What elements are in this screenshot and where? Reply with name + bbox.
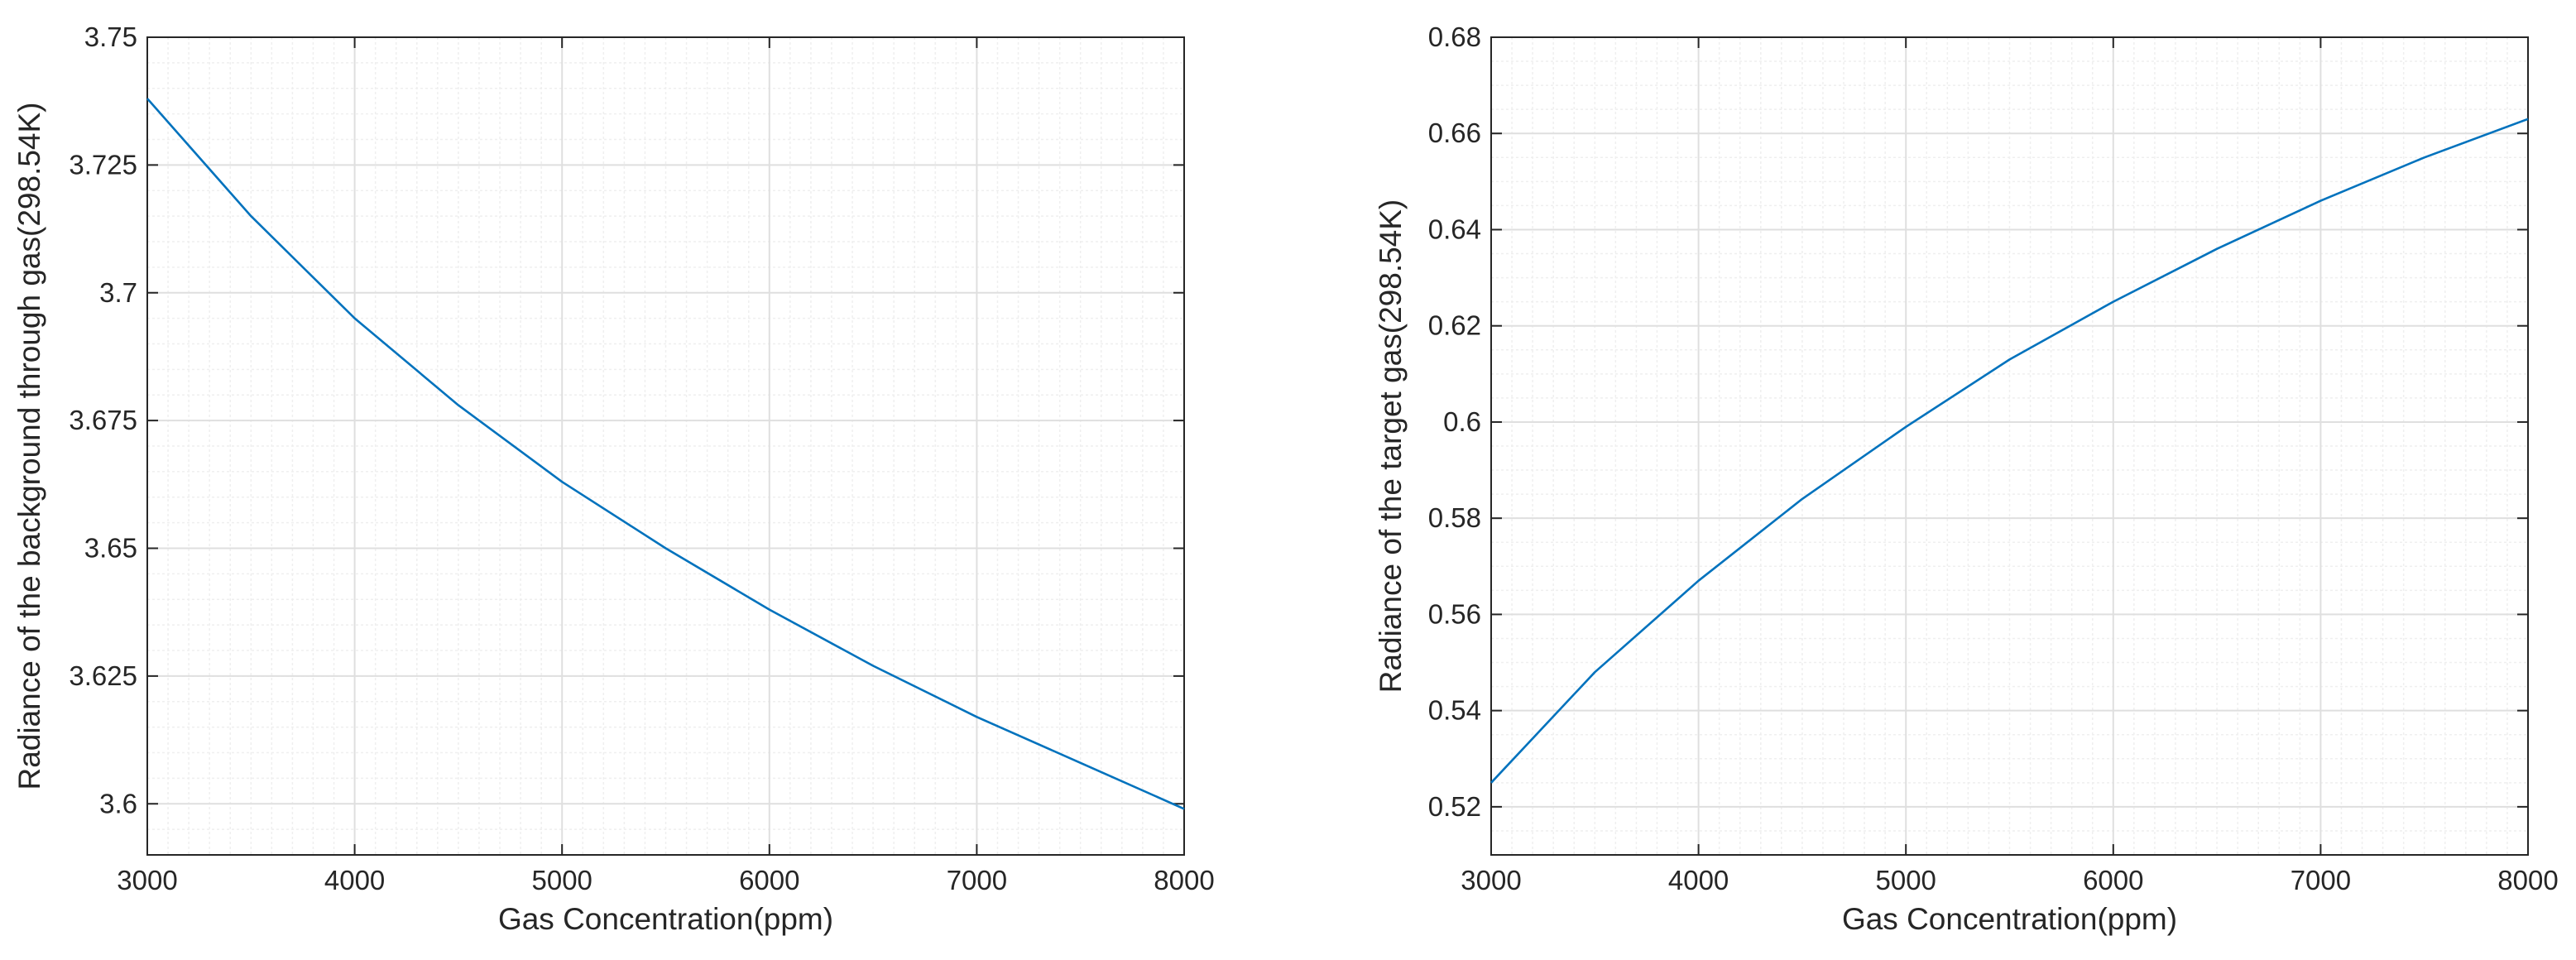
x-axis-label: Gas Concentration(ppm) xyxy=(498,902,833,936)
y-axis-label: Radiance of the background through gas(2… xyxy=(12,102,46,790)
x-tick-label: 4000 xyxy=(1668,865,1729,895)
y-tick-label: 3.725 xyxy=(69,149,137,180)
x-tick-label: 5000 xyxy=(1875,865,1936,895)
x-tick-label: 7000 xyxy=(947,865,1007,895)
y-tick-label: 0.6 xyxy=(1443,406,1481,437)
y-tick-label: 3.625 xyxy=(69,660,137,691)
tick-marks xyxy=(146,36,1185,855)
x-tick-label: 3000 xyxy=(1461,865,1521,895)
x-tick-label: 7000 xyxy=(2291,865,2351,895)
y-tick-label: 0.64 xyxy=(1428,214,1481,244)
x-tick-label: 6000 xyxy=(739,865,799,895)
axes-box xyxy=(1490,36,2529,856)
x-tick-label: 8000 xyxy=(2497,865,2558,895)
chart-left: 3000 4000 5000 6000 7000 8000 3.6 3.625 3.65 3.67… xyxy=(12,22,1215,936)
y-tick-label: 3.75 xyxy=(84,22,137,52)
x-tick-label: 8000 xyxy=(1154,865,1214,895)
series-line xyxy=(1490,118,2529,784)
y-tick-label: 3.675 xyxy=(69,405,137,435)
y-tick-label: 3.65 xyxy=(84,533,137,564)
y-tick-label: 0.56 xyxy=(1428,598,1481,629)
x-tick-label: 5000 xyxy=(531,865,592,895)
tick-marks xyxy=(1490,36,2529,855)
y-tick-label: 0.58 xyxy=(1428,502,1481,533)
axes-box xyxy=(146,36,1185,856)
y-tick-label: 0.54 xyxy=(1428,695,1481,726)
chart-right: 3000 4000 5000 6000 7000 8000 0.52 0.54 0.56 0.58… xyxy=(1374,22,2559,936)
y-axis-label: Radiance of the target gas(298.54K) xyxy=(1374,199,1408,694)
y-tick-label: 3.7 xyxy=(99,277,137,308)
series-line xyxy=(146,98,1185,810)
y-tick-label: 0.66 xyxy=(1428,118,1481,148)
x-axis-label: Gas Concentration(ppm) xyxy=(1842,902,2177,936)
y-tick-label: 3.6 xyxy=(99,788,137,818)
y-tick-label: 0.62 xyxy=(1428,310,1481,341)
y-tick-label: 0.68 xyxy=(1428,22,1481,52)
x-tick-label: 6000 xyxy=(2083,865,2143,895)
y-tick-label: 0.52 xyxy=(1428,791,1481,822)
x-tick-label: 4000 xyxy=(324,865,385,895)
x-tick-label: 3000 xyxy=(117,865,177,895)
